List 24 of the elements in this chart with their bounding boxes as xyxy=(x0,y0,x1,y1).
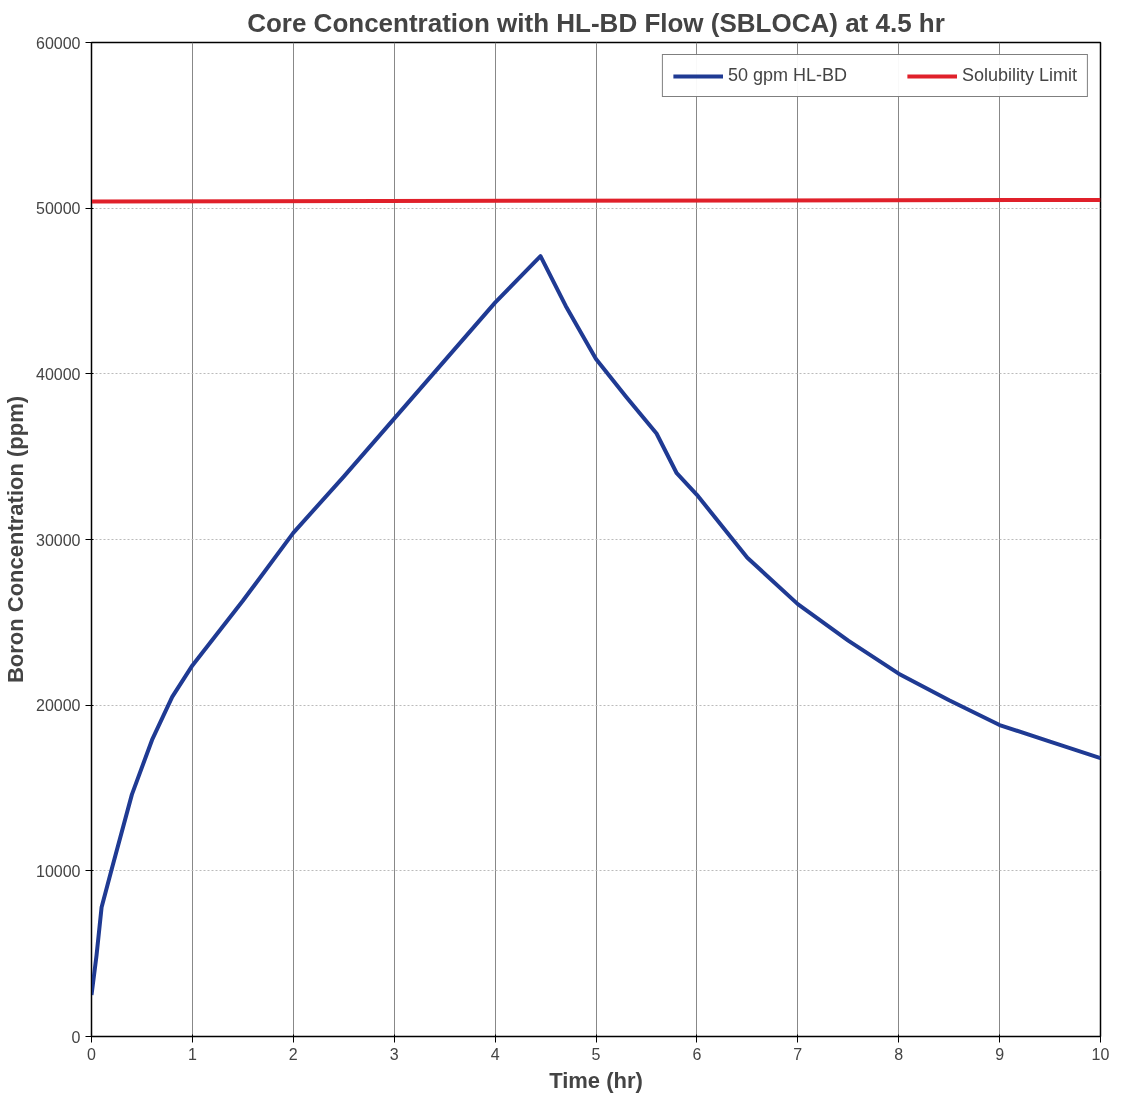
legend-label: 50 gpm HL-BD xyxy=(727,65,847,86)
y-tick-label: 40000 xyxy=(36,365,81,383)
line-series xyxy=(91,254,1101,998)
x-tick-label: 1 xyxy=(187,1045,197,1063)
x-tick-label: 9 xyxy=(995,1045,1005,1063)
legend-label: Solubility Limit xyxy=(961,65,1077,86)
x-tick-label: 2 xyxy=(288,1045,298,1063)
x-tick-label: 8 xyxy=(894,1045,904,1063)
x-tick-label: 10 xyxy=(1091,1045,1110,1063)
x-tick-label: 7 xyxy=(793,1045,803,1063)
y-tick-label: 10000 xyxy=(36,862,81,880)
x-tick-label: 0 xyxy=(87,1045,97,1063)
chart-title: Core Concentration with HL-BD Flow (SBLOCA) at 4.5 hr xyxy=(247,7,945,38)
x-axis-title: Time (hr) xyxy=(549,1067,643,1093)
y-tick-label: 20000 xyxy=(36,697,81,715)
x-tick-label: 6 xyxy=(692,1045,702,1063)
y-tick-label: 30000 xyxy=(36,531,81,549)
x-tick-label: 4 xyxy=(490,1045,500,1063)
y-tick-label: 50000 xyxy=(36,200,81,218)
y-tick-label: 0 xyxy=(71,1028,81,1046)
y-tick-label: 60000 xyxy=(36,34,81,52)
y-axis-title: Boron Concentration (ppm) xyxy=(3,395,29,684)
x-tick-label: 3 xyxy=(389,1045,399,1063)
x-tick-label: 5 xyxy=(591,1045,601,1063)
